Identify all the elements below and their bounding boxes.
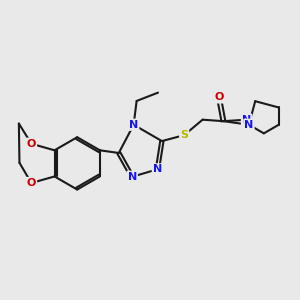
Text: N: N — [242, 115, 251, 125]
Text: S: S — [180, 130, 188, 140]
Text: N: N — [153, 164, 162, 174]
Text: O: O — [27, 178, 36, 188]
Text: N: N — [129, 120, 138, 130]
Text: N: N — [244, 120, 254, 130]
Text: N: N — [128, 172, 137, 182]
Text: O: O — [214, 92, 224, 102]
Text: O: O — [27, 139, 36, 149]
